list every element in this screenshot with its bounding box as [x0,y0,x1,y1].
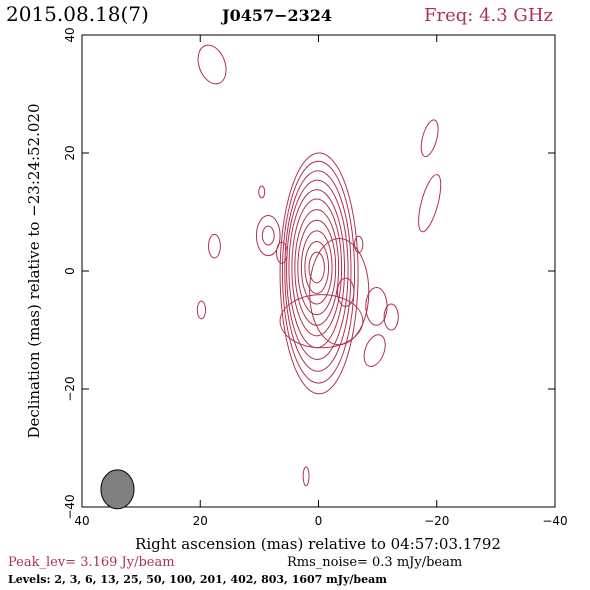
axis-ticks [81,34,556,508]
x-tick-label: 20 [193,514,208,528]
y-tick-label: 20 [63,145,77,160]
x-tick-label: −20 [424,514,449,528]
core-contour-level-3 [284,170,352,372]
contour-island [261,225,275,246]
beam-ellipse [100,469,135,510]
x-tick-label: −40 [542,514,567,528]
contour-island [336,277,355,307]
core-contour-level-8 [297,219,337,316]
core-contour-level-7 [294,209,340,326]
core-contour-level-1 [279,152,359,395]
frequency-label: Freq: 4.3 GHz [424,5,553,26]
core-contour-level-6 [291,198,343,337]
contour-island [208,233,221,259]
contour-layer [196,44,442,487]
peak-level-label: Peak_lev= 3.169 Jy/beam [8,555,175,570]
contour-island [302,466,310,487]
rms-noise-label: Rms_noise= 0.3 mJy/beam [287,555,462,570]
contour-island [255,215,281,257]
core-contour-level-2 [281,160,356,384]
core-contour-level-11 [308,251,325,284]
tick-labels: 40 20 0 −20 −40 −40 −20 0 20 40 [63,27,568,528]
y-tick-label: 40 [63,27,77,42]
x-axis-label: Right ascension (mas) relative to 04:57:… [135,535,501,553]
core-contour-level-4 [286,179,349,361]
core-contour-level-9 [300,230,333,305]
y-tick-label: −40 [63,494,77,519]
y-tick-label: −20 [63,376,77,401]
core-contour-level-5 [288,189,346,349]
x-tick-label: 0 [315,514,323,528]
contour-island [383,303,399,331]
contour-island [420,119,439,158]
core-extension-contour [309,238,370,346]
contour-island [258,185,266,199]
observation-date: 2015.08.18(7) [6,2,149,26]
x-tick-label: 40 [74,514,89,528]
contour-island [354,235,364,254]
contour-island [196,300,207,320]
contour-island [418,174,442,233]
source-name: J0457−2324 [220,6,332,25]
contour-island [363,334,386,368]
beam-layer [100,469,135,510]
core-tail-contour [279,294,364,349]
plot-frame [81,34,556,508]
contour-island [197,44,227,85]
levels-label: Levels: 2, 3, 6, 13, 25, 50, 100, 201, 4… [8,573,387,586]
y-axis-label: Declination (mas) relative to −23:24:52.… [25,103,43,438]
core-contour-level-10 [304,241,330,294]
y-tick-label: 0 [63,267,77,275]
contour-island [276,241,288,264]
